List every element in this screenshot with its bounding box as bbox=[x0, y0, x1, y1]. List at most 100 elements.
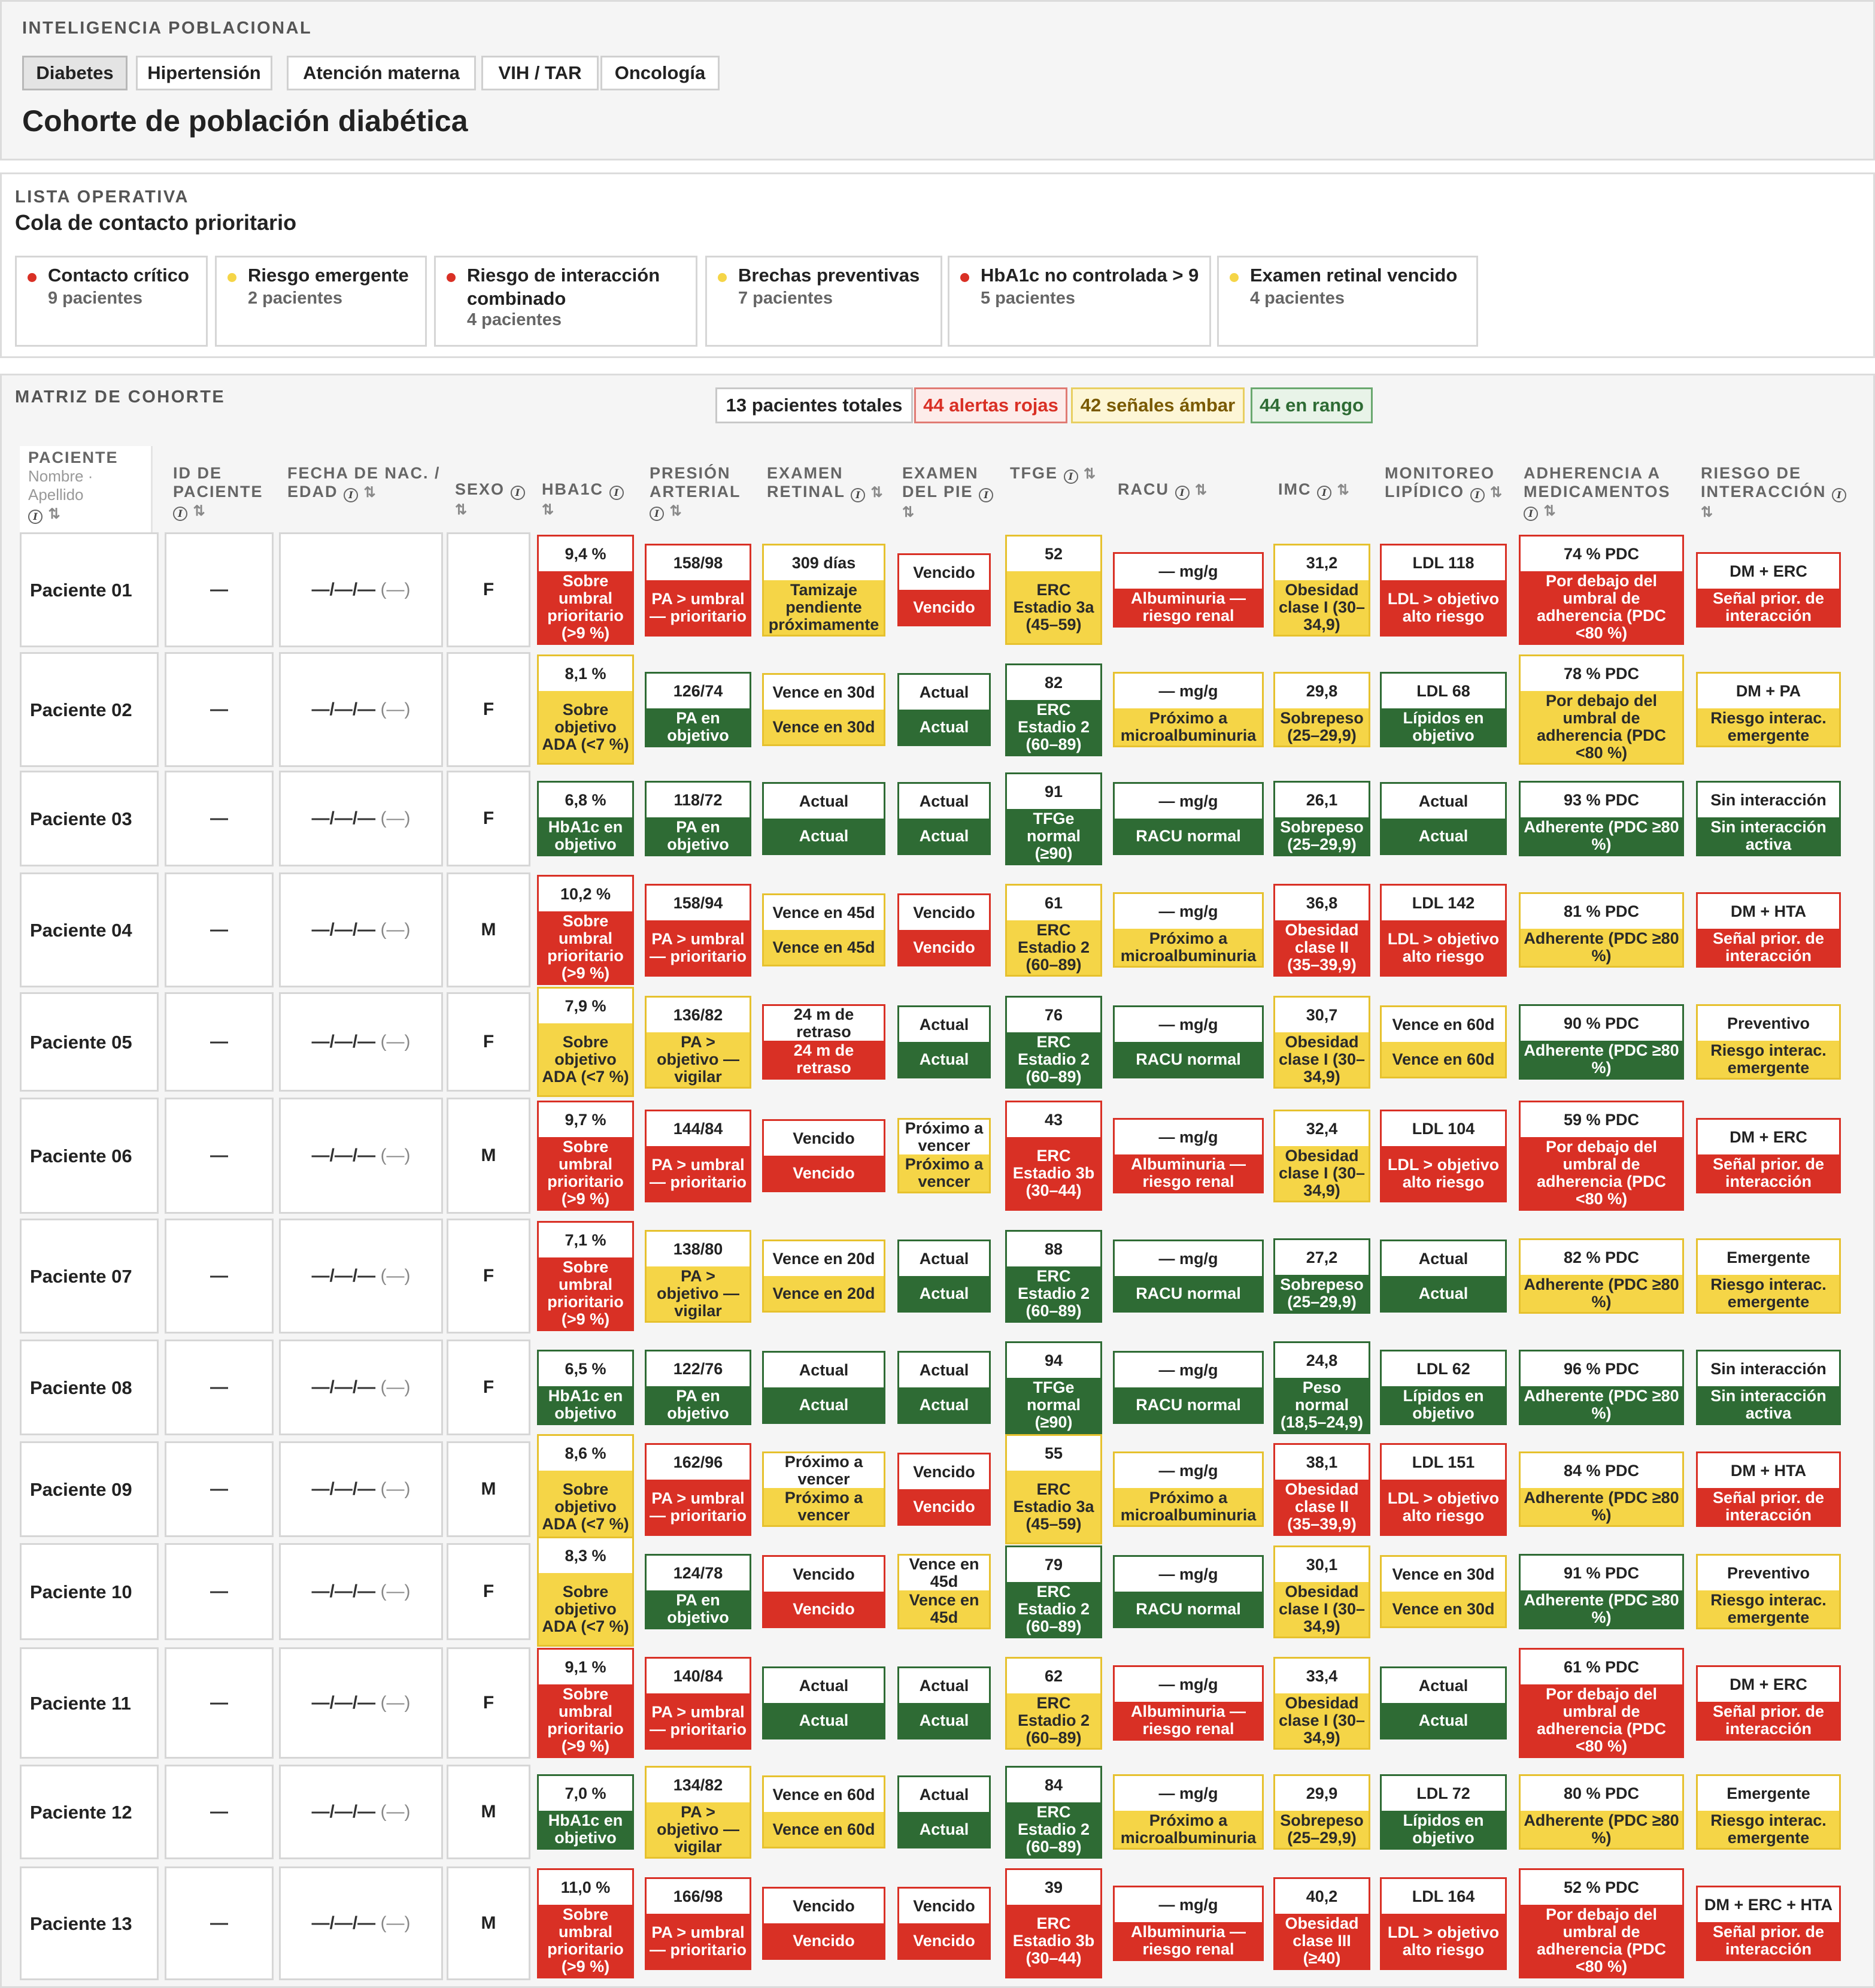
info-icon[interactable]: i bbox=[1832, 488, 1847, 502]
metric-tile[interactable]: — mg/g RACU normal bbox=[1113, 1555, 1264, 1628]
metric-tile[interactable]: LDL 62 Lípidos en objetivo bbox=[1380, 1350, 1507, 1425]
metric-tile[interactable]: 59 % PDC Por debajo del umbral de adheren… bbox=[1519, 1101, 1684, 1211]
metric-tile[interactable]: 158/94 PA > umbral — prioritario bbox=[645, 884, 751, 977]
metric-tile[interactable]: DM + HTA Señal prior. de interacción bbox=[1696, 1451, 1841, 1527]
patient-name[interactable]: Paciente 06 bbox=[30, 1145, 132, 1166]
metric-tile[interactable]: Sin interacción Sin interacción activa bbox=[1696, 781, 1841, 856]
metric-tile[interactable]: 62 ERC Estadio 2 (60–89) bbox=[1005, 1657, 1102, 1750]
metric-tile[interactable]: 7,9 % Sobre objetivo ADA (<7 %) bbox=[537, 987, 634, 1097]
metric-tile[interactable]: Actual Actual bbox=[762, 1666, 885, 1740]
metric-tile[interactable]: 36,8 Obesidad clase II (35–39,9) bbox=[1273, 884, 1370, 977]
queue-card-2[interactable]: Riesgo emergente 2 pacientes bbox=[215, 256, 427, 347]
metric-tile[interactable]: Actual Actual bbox=[1380, 782, 1507, 855]
metric-tile[interactable]: Actual Actual bbox=[897, 1775, 991, 1848]
metric-tile[interactable]: — mg/g Próximo a microalbuminuria bbox=[1113, 1774, 1264, 1850]
metric-tile[interactable]: Actual Actual bbox=[897, 1666, 991, 1740]
metric-tile[interactable]: LDL 104 LDL > objetivo alto riesgo bbox=[1380, 1110, 1507, 1202]
info-icon[interactable]: i bbox=[650, 507, 664, 521]
queue-card-3[interactable]: Riesgo de interacción combinado 4 pacient… bbox=[434, 256, 697, 347]
metric-tile[interactable]: Preventivo Riesgo interac. emergente bbox=[1696, 1004, 1841, 1080]
patient-name[interactable]: Paciente 04 bbox=[30, 919, 132, 941]
metric-tile[interactable]: 8,1 % Sobre objetivo ADA (<7 %) bbox=[537, 654, 634, 765]
metric-tile[interactable]: 158/98 PA > umbral — prioritario bbox=[645, 544, 751, 637]
metric-tile[interactable]: Vence en 60d Vence en 60d bbox=[1380, 1005, 1507, 1078]
metric-tile[interactable]: 166/98 PA > umbral — prioritario bbox=[645, 1877, 751, 1970]
metric-tile[interactable]: 7,0 % HbA1c en objetivo bbox=[537, 1774, 634, 1850]
metric-tile[interactable]: 82 ERC Estadio 2 (60–89) bbox=[1005, 663, 1102, 756]
metric-tile[interactable]: — mg/g Albuminuria — riesgo renal bbox=[1113, 1665, 1264, 1741]
patient-name[interactable]: Paciente 11 bbox=[30, 1692, 131, 1714]
metric-tile[interactable]: 24 m de retraso 24 m de retraso bbox=[762, 1004, 885, 1080]
metric-tile[interactable]: — mg/g RACU normal bbox=[1113, 1240, 1264, 1313]
metric-tile[interactable]: 30,7 Obesidad clase I (30–34,9) bbox=[1273, 996, 1370, 1089]
metric-tile[interactable]: 162/96 PA > umbral — prioritario bbox=[645, 1443, 751, 1536]
metric-tile[interactable]: DM + ERC Señal prior. de interacción bbox=[1696, 552, 1841, 628]
metric-tile[interactable]: 9,7 % Sobre umbral prioritario (>9 %) bbox=[537, 1101, 634, 1211]
metric-tile[interactable]: Actual Actual bbox=[762, 782, 885, 855]
metric-tile[interactable]: 8,3 % Sobre objetivo ADA (<7 %) bbox=[537, 1537, 634, 1647]
metric-tile[interactable]: Preventivo Riesgo interac. emergente bbox=[1696, 1554, 1841, 1629]
metric-tile[interactable]: Próximo a vencer Próximo a vencer bbox=[897, 1118, 991, 1193]
metric-tile[interactable]: 29,9 Sobrepeso (25–29,9) bbox=[1273, 1774, 1370, 1850]
metric-tile[interactable]: — mg/g Próximo a microalbuminuria bbox=[1113, 892, 1264, 968]
patient-name-cell[interactable]: Paciente 05 bbox=[20, 992, 159, 1092]
info-icon[interactable]: i bbox=[1317, 486, 1332, 500]
metric-tile[interactable]: 136/82 PA > objetivo — vigilar bbox=[645, 996, 751, 1089]
metric-tile[interactable]: 8,6 % Sobre objetivo ADA (<7 %) bbox=[537, 1434, 634, 1544]
metric-tile[interactable]: 40,2 Obesidad clase III (≥40) bbox=[1273, 1877, 1370, 1970]
metric-tile[interactable]: — mg/g Próximo a microalbuminuria bbox=[1113, 1451, 1264, 1527]
metric-tile[interactable]: Vencido Vencido bbox=[897, 553, 991, 626]
sort-icon[interactable]: ⇅ bbox=[1701, 504, 1713, 520]
metric-tile[interactable]: LDL 72 Lípidos en objetivo bbox=[1380, 1774, 1507, 1850]
column-header-11[interactable]: IMC i ⇅ bbox=[1278, 480, 1376, 500]
metric-tile[interactable]: Actual Actual bbox=[1380, 1666, 1507, 1740]
queue-card-5[interactable]: HbA1c no controlada > 9 5 pacientes bbox=[948, 256, 1211, 347]
patient-name-cell[interactable]: Paciente 10 bbox=[20, 1543, 159, 1640]
metric-tile[interactable]: 74 % PDC Por debajo del umbral de adheren… bbox=[1519, 535, 1684, 645]
metric-tile[interactable]: Sin interacción Sin interacción activa bbox=[1696, 1350, 1841, 1425]
metric-tile[interactable]: Vencido Vencido bbox=[762, 1119, 885, 1192]
metric-tile[interactable]: 309 días Tamizaje pendiente próximamente bbox=[762, 544, 885, 637]
info-icon[interactable]: i bbox=[851, 488, 866, 502]
info-icon[interactable]: i bbox=[1470, 488, 1485, 502]
column-header-14[interactable]: RIESGO DE INTERACCIÓN i ⇅ bbox=[1701, 464, 1847, 522]
metric-tile[interactable]: 29,8 Sobrepeso (25–29,9) bbox=[1273, 672, 1370, 747]
metric-tile[interactable]: 84 % PDC Adherente (PDC ≥80 %) bbox=[1519, 1451, 1684, 1527]
column-header-13[interactable]: ADHERENCIA A MEDICAMENTOS i ⇅ bbox=[1524, 464, 1690, 521]
patient-name-cell[interactable]: Paciente 12 bbox=[20, 1765, 159, 1859]
info-icon[interactable]: i bbox=[1063, 469, 1078, 484]
metric-tile[interactable]: Vence en 30d Vence en 30d bbox=[1380, 1555, 1507, 1628]
column-header-10[interactable]: RACU i ⇅ bbox=[1118, 480, 1270, 500]
metric-tile[interactable]: 91 % PDC Adherente (PDC ≥80 %) bbox=[1519, 1554, 1684, 1629]
sort-icon[interactable]: ⇅ bbox=[1543, 503, 1556, 519]
metric-tile[interactable]: 81 % PDC Adherente (PDC ≥80 %) bbox=[1519, 892, 1684, 968]
patient-name-cell[interactable]: Paciente 06 bbox=[20, 1098, 159, 1214]
metric-tile[interactable]: 84 ERC Estadio 2 (60–89) bbox=[1005, 1766, 1102, 1859]
column-header-9[interactable]: TFGE i ⇅ bbox=[1010, 464, 1108, 484]
metric-tile[interactable]: LDL 151 LDL > objetivo alto riesgo bbox=[1380, 1443, 1507, 1536]
patient-name-cell[interactable]: Paciente 08 bbox=[20, 1340, 159, 1435]
metric-tile[interactable]: Vence en 20d Vence en 20d bbox=[762, 1240, 885, 1313]
patient-name-cell[interactable]: Paciente 02 bbox=[20, 652, 159, 767]
sort-icon[interactable]: ⇅ bbox=[1490, 484, 1503, 501]
metric-tile[interactable]: Actual Actual bbox=[762, 1351, 885, 1424]
sort-icon[interactable]: ⇅ bbox=[1195, 482, 1207, 498]
metric-tile[interactable]: 93 % PDC Adherente (PDC ≥80 %) bbox=[1519, 781, 1684, 856]
info-icon[interactable]: i bbox=[510, 486, 525, 500]
queue-card-4[interactable]: Brechas preventivas 7 pacientes bbox=[705, 256, 942, 347]
metric-tile[interactable]: DM + ERC + HTA Señal prior. de interacció… bbox=[1696, 1886, 1841, 1961]
metric-tile[interactable]: 76 ERC Estadio 2 (60–89) bbox=[1005, 996, 1102, 1089]
patient-name[interactable]: Paciente 12 bbox=[30, 1801, 132, 1823]
metric-tile[interactable]: 6,5 % HbA1c en objetivo bbox=[537, 1350, 634, 1425]
metric-tile[interactable]: 88 ERC Estadio 2 (60–89) bbox=[1005, 1230, 1102, 1323]
metric-tile[interactable]: Vencido Vencido bbox=[897, 1887, 991, 1960]
metric-tile[interactable]: 78 % PDC Por debajo del umbral de adheren… bbox=[1519, 654, 1684, 765]
metric-tile[interactable]: 27,2 Sobrepeso (25–29,9) bbox=[1273, 1238, 1370, 1314]
metric-tile[interactable]: — mg/g RACU normal bbox=[1113, 1005, 1264, 1078]
metric-tile[interactable]: 79 ERC Estadio 2 (60–89) bbox=[1005, 1545, 1102, 1638]
metric-tile[interactable]: 31,2 Obesidad clase I (30–34,9) bbox=[1273, 544, 1370, 637]
column-header-7[interactable]: EXAMEN RETINAL i ⇅ bbox=[767, 464, 891, 502]
metric-tile[interactable]: 52 % PDC Por debajo del umbral de adheren… bbox=[1519, 1868, 1684, 1978]
metric-tile[interactable]: — mg/g Albuminuria — riesgo renal bbox=[1113, 1118, 1264, 1193]
info-icon[interactable]: i bbox=[344, 488, 359, 502]
